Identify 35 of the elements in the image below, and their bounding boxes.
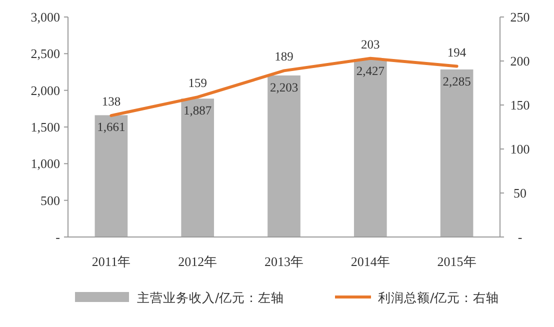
bar <box>181 98 214 237</box>
data-label: 203 <box>361 37 380 52</box>
x-tick-label: 2015年 <box>437 254 476 269</box>
x-tick-label: 2014年 <box>350 254 390 269</box>
x-tick-label: 2012年 <box>178 254 218 269</box>
data-label: 194 <box>447 45 467 60</box>
y-tick-label: 1,000 <box>30 156 60 172</box>
bar <box>94 115 128 237</box>
data-label: 1,661 <box>97 120 126 134</box>
y-tick-label: 3,000 <box>30 10 60 24</box>
y2-tick-label: 200 <box>510 54 530 68</box>
data-label: 2,203 <box>270 80 298 94</box>
bar <box>440 69 474 237</box>
data-label: 1,887 <box>184 104 212 118</box>
y-tick-label: 2,000 <box>30 82 60 98</box>
y2-tick-label: 150 <box>510 98 530 112</box>
y2-tick-label: 100 <box>510 142 530 156</box>
data-label: 138 <box>102 94 121 109</box>
data-label: 2,427 <box>356 64 384 78</box>
y2-tick-label: 50 <box>514 186 526 200</box>
legend-label: 主营业务收入/亿元：左轴 <box>137 290 284 305</box>
x-tick-label: 2011年 <box>92 254 130 269</box>
y-tick-label: 500 <box>40 192 60 208</box>
y-tick-label: 1,500 <box>30 120 60 134</box>
bar <box>354 59 387 237</box>
x-tick-label: 2013年 <box>264 254 304 269</box>
y-tick-label: - <box>56 230 60 244</box>
y2-tick-label: - <box>518 230 522 244</box>
data-label: 159 <box>188 76 207 90</box>
data-label: 2,285 <box>442 74 471 88</box>
legend-label: 利润总额/亿元：右轴 <box>378 290 500 305</box>
y2-tick-label: 250 <box>510 10 530 24</box>
bar <box>268 75 300 237</box>
y-tick-label: 2,500 <box>30 46 60 62</box>
data-label: 189 <box>274 50 294 64</box>
